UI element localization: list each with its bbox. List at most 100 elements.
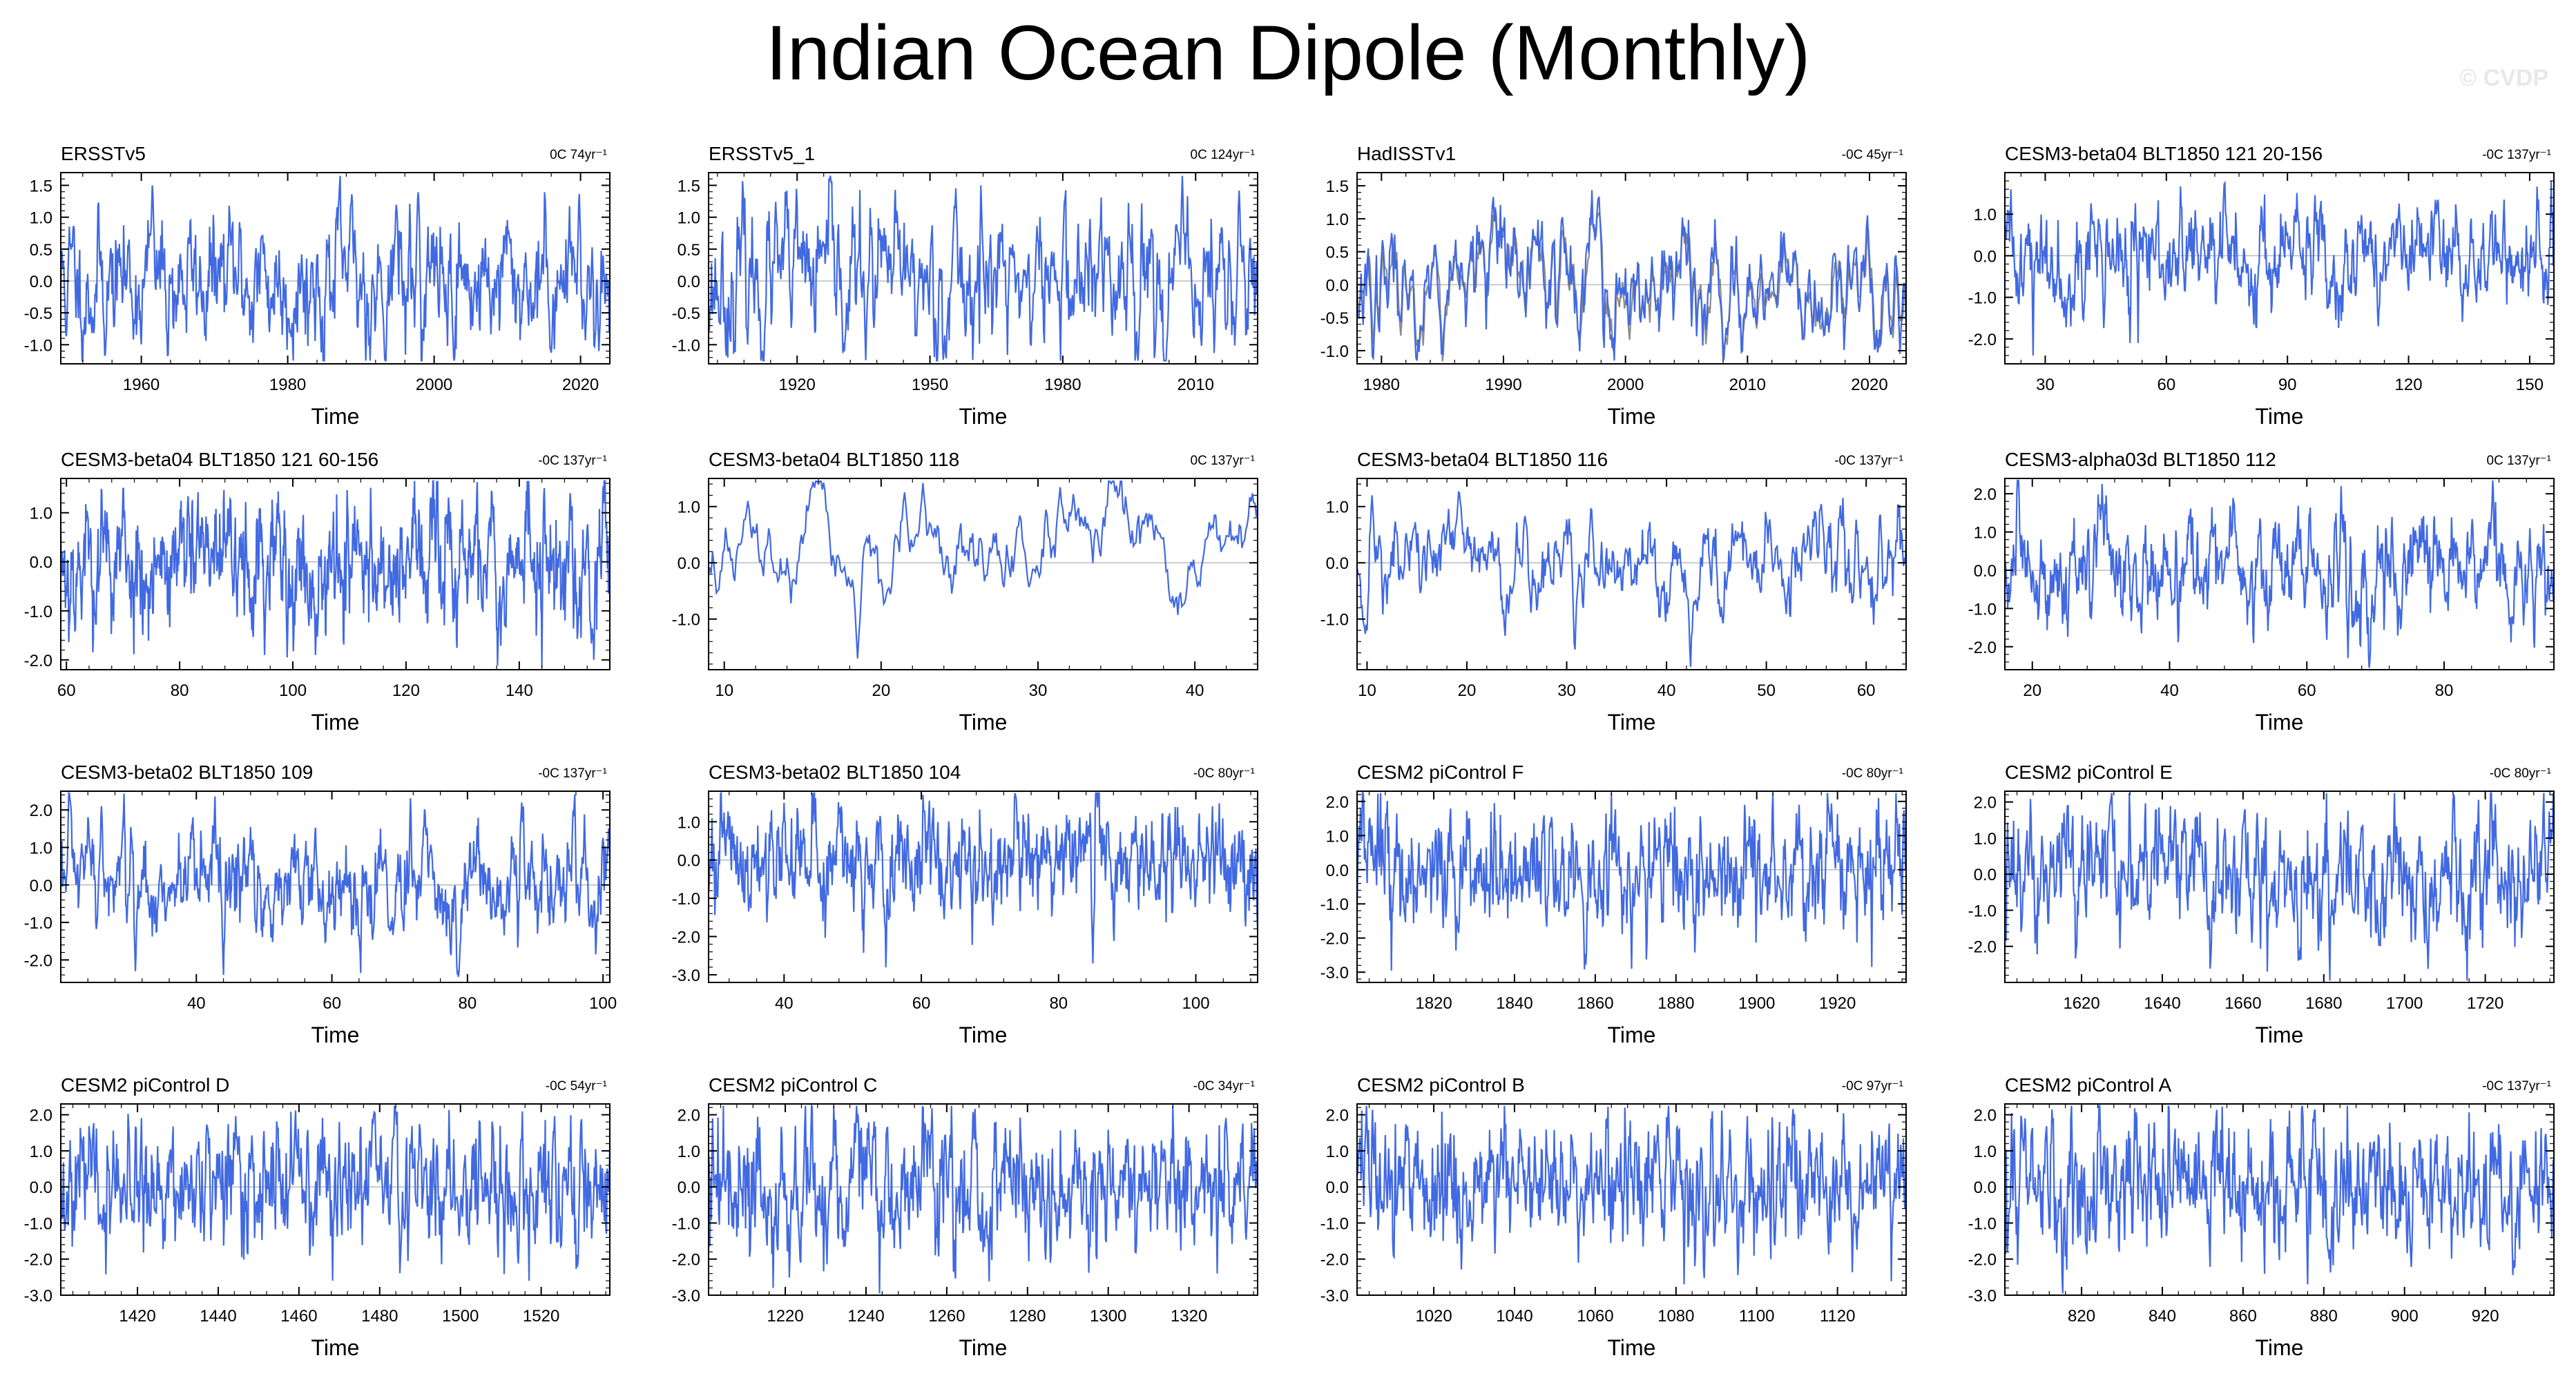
x-tick-label: 1900	[1738, 994, 1775, 1013]
trend-note: 0C 137yr⁻¹	[1191, 454, 1255, 468]
y-tick-label: 1.0	[30, 505, 52, 523]
panel-title: CESM3-beta04 BLT1850 121 60-156	[61, 449, 378, 470]
y-tick-label: 1.5	[30, 177, 52, 195]
y-tick-label: -3.0	[672, 1287, 700, 1306]
chart-panel: CESM3-beta04 BLT1850 121 20-156 -0C 137yr…	[1968, 143, 2555, 429]
x-tick-label: 1300	[1090, 1307, 1126, 1326]
trend-note: 0C 137yr⁻¹	[2487, 454, 2551, 468]
plot-frame	[60, 478, 611, 670]
x-tick-label: 1860	[1577, 994, 1613, 1013]
ipd-series-line	[1356, 792, 1907, 971]
y-tick-label: -2.0	[1968, 639, 1997, 657]
y-tick-label: 0.5	[677, 241, 700, 260]
x-tick-label: 60	[323, 994, 341, 1013]
y-tick-label: 1.0	[1974, 206, 1997, 224]
y-tick-label: -1.0	[1968, 1214, 1997, 1233]
x-tick-label: 80	[1049, 994, 1068, 1013]
y-tick-label: 0.0	[1974, 247, 1997, 266]
chart-panel: CESM3-alpha03d BLT1850 112 0C 137yr⁻¹ -2.0…	[1968, 449, 2555, 735]
y-tick-label: 0.0	[30, 1179, 52, 1197]
x-tick-label: 1960	[123, 376, 160, 394]
x-axis-label: Time	[2256, 404, 2304, 429]
panel-title: ERSSTv5	[61, 143, 146, 164]
x-tick-label: 80	[171, 681, 189, 700]
y-tick-label: -1.0	[672, 336, 700, 355]
y-tick-label: -1.0	[24, 336, 52, 355]
x-tick-label: 60	[912, 994, 931, 1013]
x-tick-label: 90	[2278, 376, 2297, 394]
y-tick-label: -2.0	[1968, 938, 1997, 957]
x-axis-label: Time	[959, 404, 1008, 429]
x-axis-label: Time	[2256, 1022, 2304, 1047]
y-tick-label: 0.0	[677, 273, 700, 291]
x-tick-label: 20	[872, 681, 891, 700]
plot-frame	[1356, 1103, 1907, 1296]
plot-frame	[2004, 172, 2555, 365]
x-tick-label: 1920	[779, 376, 816, 394]
trend-note: -0C 45yr⁻¹	[1842, 148, 1903, 162]
plot-frame	[708, 1103, 1258, 1296]
y-tick-label: -2.0	[24, 652, 52, 670]
y-tick-label: -2.0	[1320, 930, 1349, 949]
x-tick-label: 150	[2516, 376, 2544, 394]
y-tick-label: 2.0	[30, 1107, 52, 1125]
ipd-series-line	[707, 480, 1259, 659]
x-tick-label: 30	[1557, 681, 1576, 700]
x-tick-label: 120	[2395, 376, 2423, 394]
y-tick-label: 2.0	[1326, 793, 1349, 812]
y-tick-label: 1.0	[1326, 1143, 1349, 1161]
chart-panel: CESM2 piControl D -0C 54yr⁻¹ -3.0 -2.0 -1.0 0…	[24, 1074, 611, 1360]
y-tick-label: 1.0	[1326, 498, 1349, 517]
chart-panel: CESM2 piControl E -0C 80yr⁻¹ -2.0 -1.0 0.0 1.…	[1968, 762, 2555, 1047]
y-tick-label: 0.0	[677, 1179, 700, 1197]
x-tick-label: 1500	[442, 1307, 479, 1326]
x-tick-label: 1680	[2305, 994, 2342, 1013]
trend-note: -0C 137yr⁻¹	[538, 454, 607, 468]
x-tick-label: 1640	[2144, 994, 2180, 1013]
trend-note: -0C 137yr⁻¹	[538, 766, 607, 781]
x-tick-label: 40	[187, 994, 206, 1013]
y-tick-label: 0.0	[1326, 862, 1349, 880]
y-tick-label: -3.0	[1320, 1287, 1349, 1306]
x-tick-label: 30	[1029, 681, 1048, 700]
y-tick-label: -0.5	[672, 304, 700, 323]
x-tick-label: 1950	[912, 376, 948, 394]
chart-panel: CESM2 piControl C -0C 34yr⁻¹ -3.0 -2.0 -1.0 0…	[672, 1074, 1259, 1360]
panel-title: CESM3-beta04 BLT1850 118	[709, 449, 959, 470]
trend-note: -0C 54yr⁻¹	[546, 1079, 607, 1094]
x-tick-label: 1280	[1009, 1307, 1046, 1326]
x-tick-label: 840	[2149, 1307, 2176, 1326]
cvdp-watermark: © CVDP	[2459, 65, 2548, 91]
y-tick-label: 1.0	[1974, 830, 1997, 848]
trend-note: -0C 80yr⁻¹	[2490, 766, 2551, 781]
x-tick-label: 1100	[1739, 1307, 1775, 1326]
y-tick-label: 2.0	[1974, 1107, 1997, 1125]
chart-panel: ERSSTv5_1 0C 124yr⁻¹ -1.0 -0.5 0.0 0.5 1.0 1.5 1…	[672, 143, 1259, 429]
y-tick-label: -0.5	[24, 304, 52, 323]
x-tick-label: 10	[715, 681, 733, 700]
panel-title: CESM3-beta04 BLT1850 121 20-156	[2005, 143, 2323, 164]
x-axis-label: Time	[959, 1022, 1008, 1047]
x-tick-label: 2020	[1851, 376, 1887, 394]
x-axis-label: Time	[1608, 1335, 1656, 1360]
x-axis-label: Time	[2256, 1335, 2304, 1360]
y-tick-label: -0.5	[1320, 309, 1349, 328]
x-axis-label: Time	[959, 1335, 1008, 1360]
x-tick-label: 1420	[119, 1307, 155, 1326]
x-tick-label: 80	[2435, 681, 2454, 700]
y-tick-label: 1.0	[677, 813, 700, 832]
x-axis-label: Time	[311, 1022, 360, 1047]
x-tick-label: 820	[2068, 1307, 2095, 1326]
plot-frame	[1356, 791, 1907, 983]
y-tick-label: 0.0	[1974, 1179, 1997, 1197]
y-tick-label: 0.5	[30, 241, 52, 260]
ipd-series-line	[707, 1103, 1259, 1294]
panel-title: CESM3-beta02 BLT1850 104	[709, 762, 961, 783]
y-tick-label: -1.0	[24, 914, 52, 933]
y-tick-label: -2.0	[24, 1251, 52, 1270]
x-tick-label: 40	[775, 994, 794, 1013]
ipd-series-line	[1356, 1105, 1907, 1285]
plot-frame	[2004, 1103, 2555, 1296]
panel-title: CESM2 piControl B	[1357, 1074, 1525, 1096]
